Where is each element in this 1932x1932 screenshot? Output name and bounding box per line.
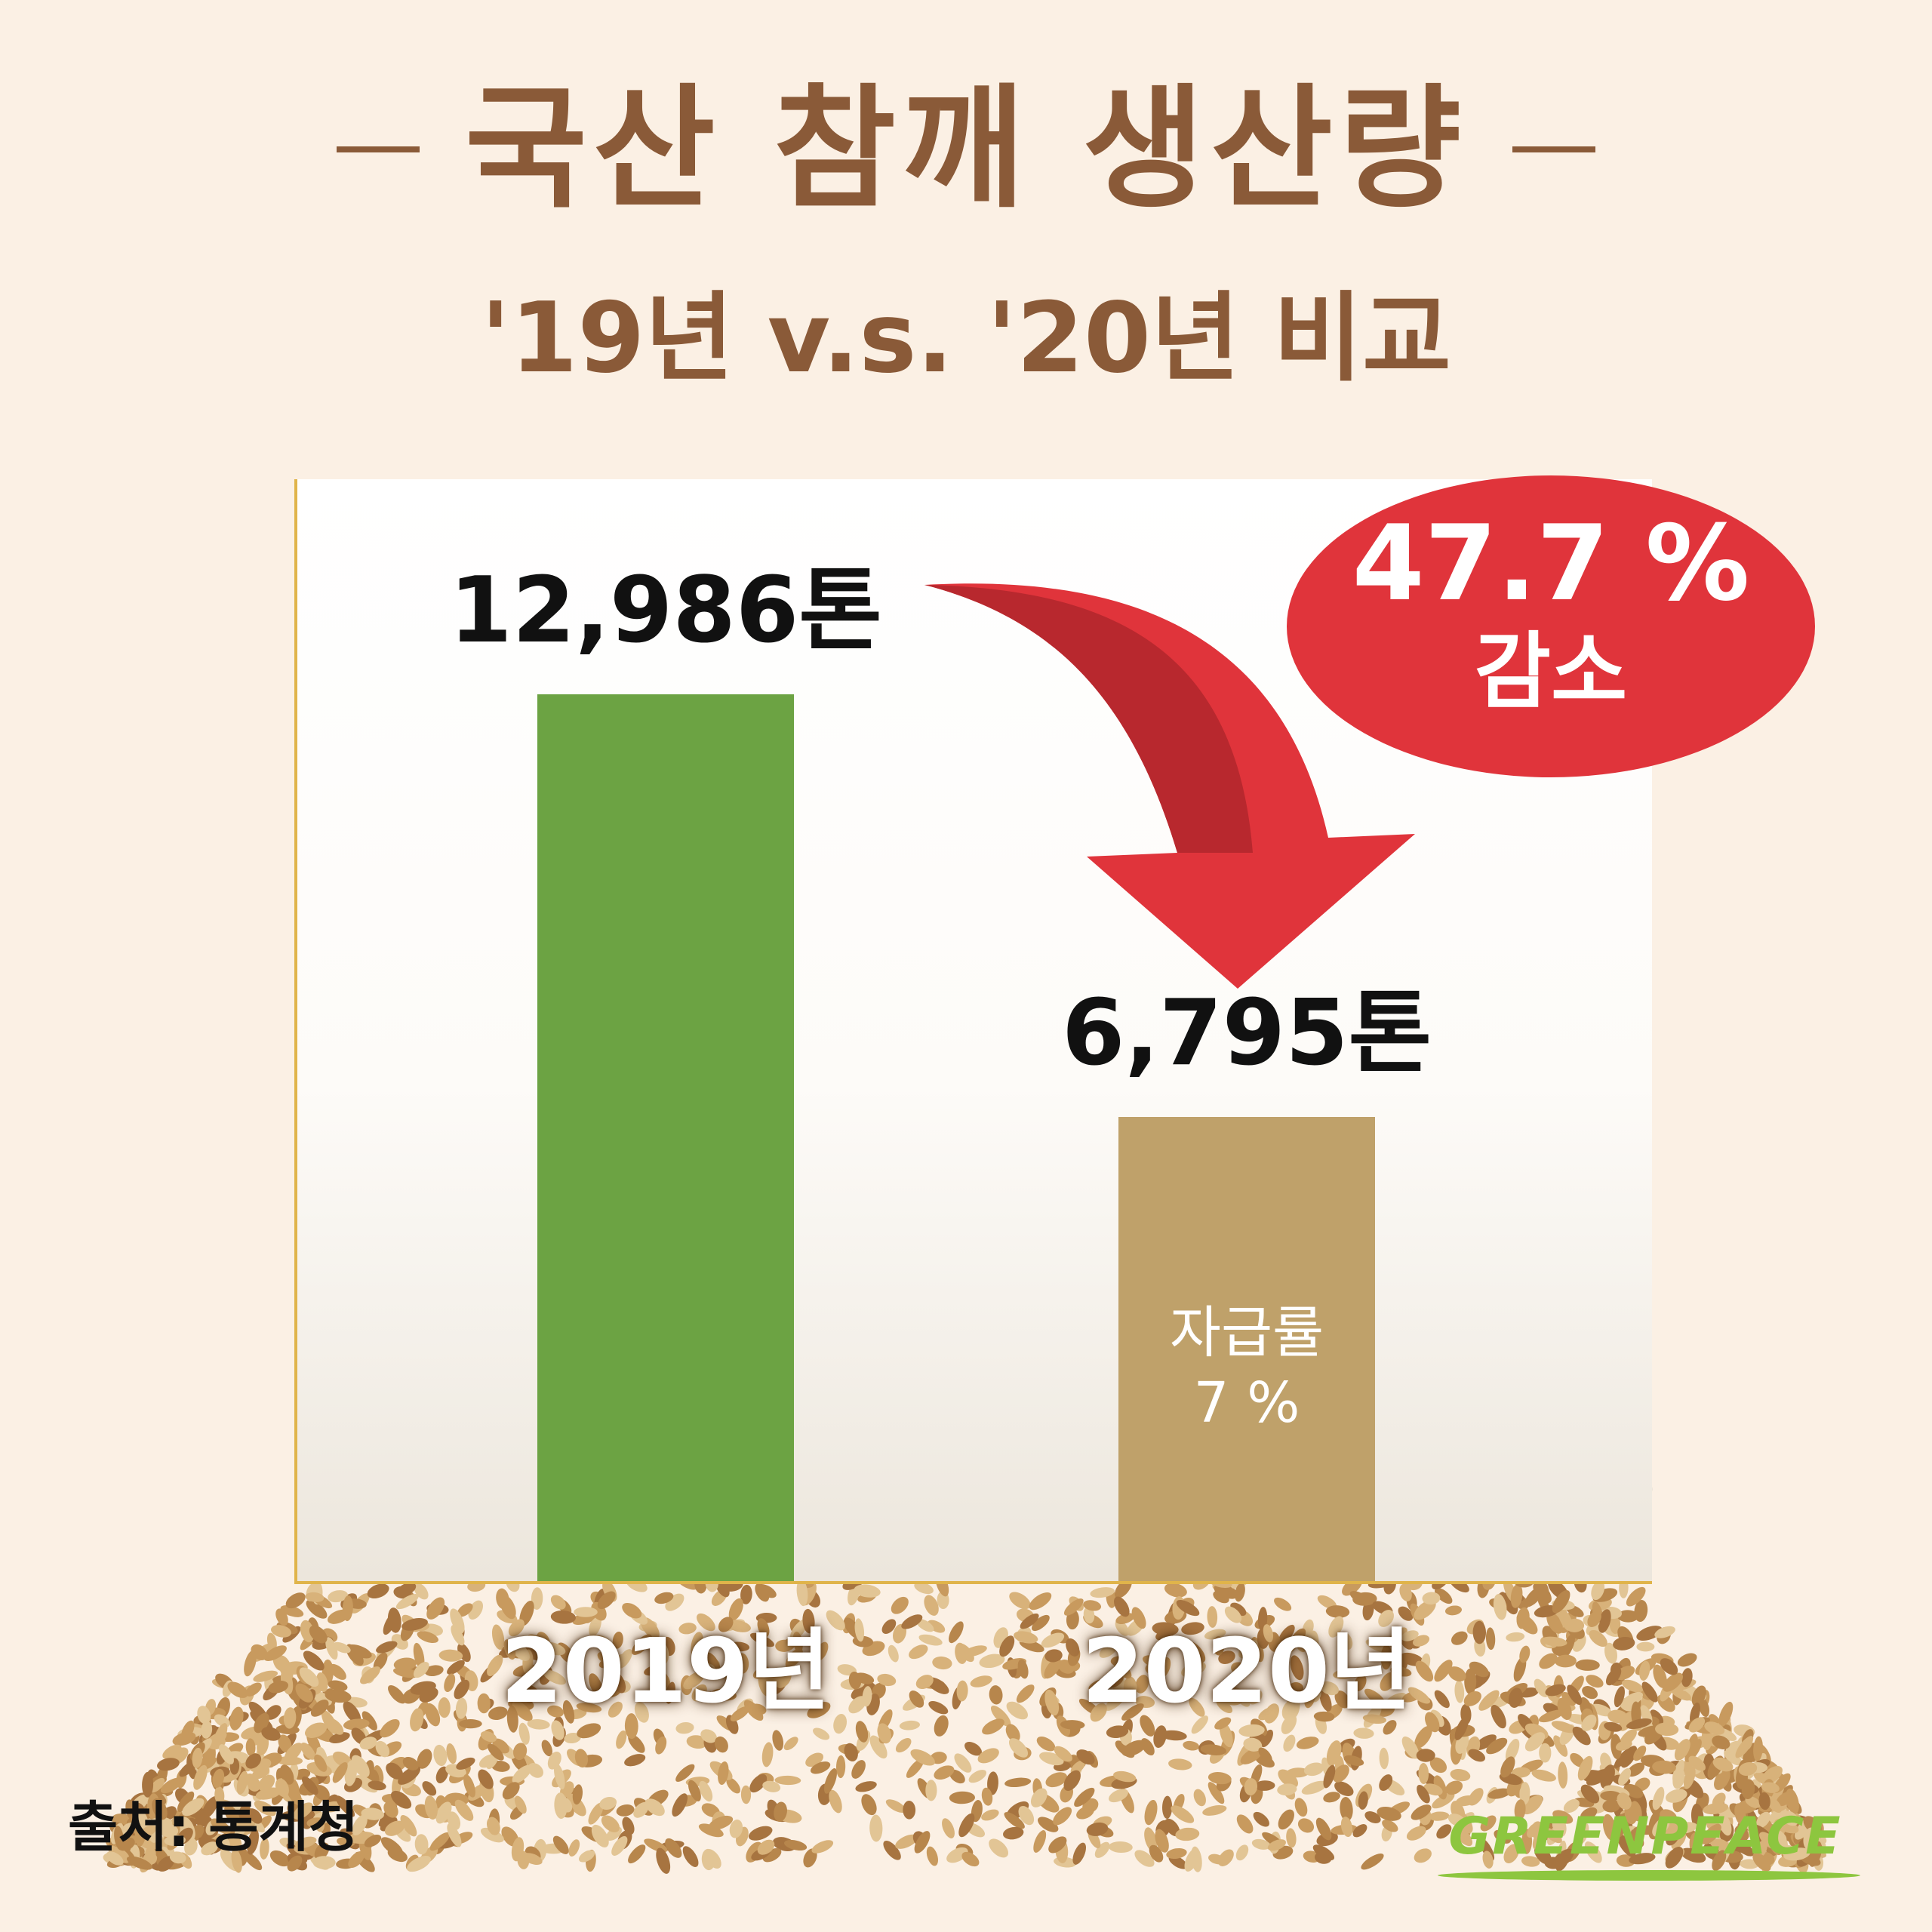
greenpeace-logo: GREENPEACE xyxy=(1448,1807,1842,1866)
decrease-percent: 47.7 % xyxy=(1352,503,1750,624)
bar-2019 xyxy=(537,694,794,1581)
title-dash-right xyxy=(1512,146,1595,152)
decrease-word: 감소 xyxy=(1474,623,1628,720)
self-sufficiency-value: 7 % xyxy=(1193,1370,1300,1435)
bar-2020 xyxy=(1118,1117,1375,1581)
logo-swoosh xyxy=(1438,1870,1860,1881)
category-label-2020: 2020년 xyxy=(1081,1619,1412,1723)
title-row: 국산 참깨 생산량 xyxy=(0,83,1932,216)
self-sufficiency-title: 자급률 xyxy=(1169,1300,1324,1365)
page-title: 국산 참깨 생산량 xyxy=(465,72,1467,226)
decrease-callout xyxy=(1287,475,1815,777)
value-label-2020: 6,795톤 xyxy=(1062,981,1432,1086)
category-label-2019: 2019년 xyxy=(500,1619,831,1723)
self-sufficiency-label: 자급률 7 % xyxy=(1118,1298,1375,1438)
title-dash-left xyxy=(337,146,420,152)
page-subtitle: '19년 v.s. '20년 비교 xyxy=(481,282,1451,395)
value-label-2019: 12,986톤 xyxy=(449,558,882,663)
source-note: 출처: 통계청 xyxy=(68,1795,359,1859)
